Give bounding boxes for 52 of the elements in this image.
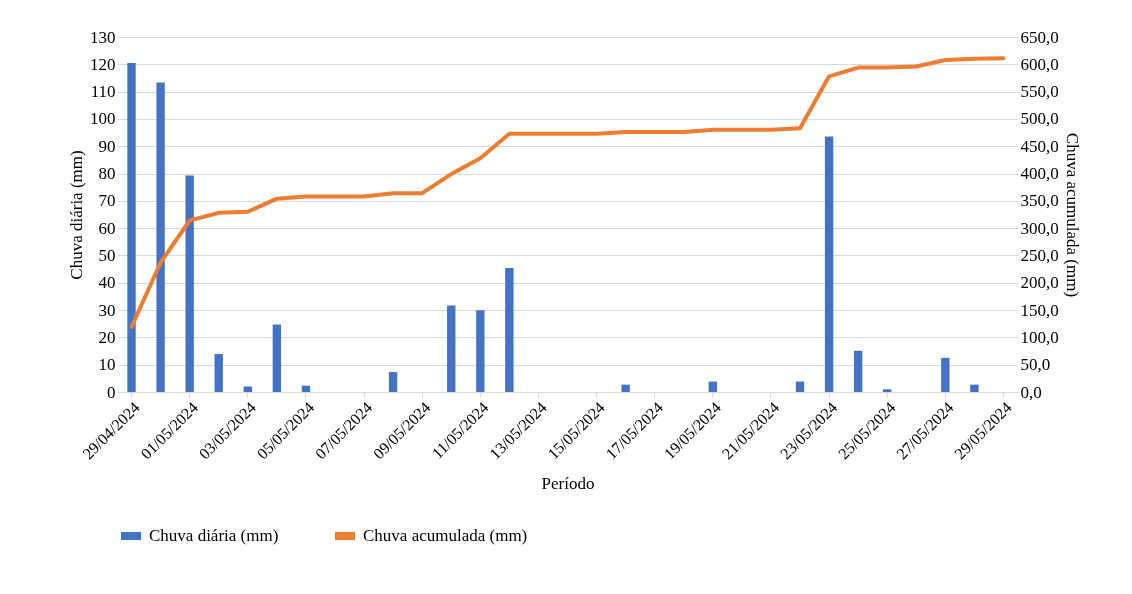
y2-tick-label: 600,0 [1020, 54, 1059, 74]
bar [476, 310, 485, 392]
y2-tick-label: 350,0 [1020, 191, 1059, 211]
legend-label: Chuva diária (mm) [149, 526, 279, 545]
y-tick-label: 70 [98, 191, 116, 211]
bar [883, 389, 892, 392]
line-series [129, 56, 1006, 330]
y2-tick-label: 550,0 [1020, 82, 1059, 102]
y2-tick-label: 150,0 [1020, 300, 1059, 320]
y-tick-label: 10 [98, 355, 116, 375]
y-axis-title: Chuva diária (mm) [67, 150, 86, 280]
y2-tick-label: 50,0 [1020, 355, 1051, 375]
y-tick-label: 110 [90, 82, 116, 102]
bar [708, 381, 718, 392]
y2-tick-label: 0,0 [1020, 382, 1042, 402]
bar [185, 175, 194, 392]
y-tick-label: 30 [98, 300, 116, 320]
y-tick-label: 80 [98, 164, 116, 184]
bar [824, 136, 834, 392]
y-tick-label: 60 [98, 218, 116, 238]
bar [621, 384, 630, 392]
y-tick-label: 0 [107, 382, 116, 402]
bar [853, 350, 863, 392]
y-tick-label: 20 [98, 327, 116, 347]
y2-tick-label: 450,0 [1020, 136, 1059, 156]
y2-tick-label: 300,0 [1020, 218, 1059, 238]
y-tick-label: 130 [90, 27, 116, 47]
bar [388, 372, 398, 392]
y2-tick-label: 250,0 [1020, 245, 1059, 265]
bar [272, 324, 282, 392]
y-tick-label: 100 [90, 109, 116, 129]
y2-tick-label: 200,0 [1020, 273, 1059, 293]
y-tick-label: 50 [98, 245, 116, 265]
x-axis-title: Período [541, 474, 595, 494]
bar [970, 384, 979, 392]
y2-tick-label: 100,0 [1020, 327, 1059, 347]
bar [505, 268, 514, 392]
bar [301, 385, 311, 392]
bar [795, 381, 805, 392]
y-tick-label: 120 [90, 54, 116, 74]
y2-tick-label: 400,0 [1020, 164, 1059, 184]
y-tick-label: 40 [98, 273, 116, 293]
bar [447, 305, 456, 392]
y2-tick-label: 500,0 [1020, 109, 1059, 129]
bar [214, 354, 223, 392]
legend-label: Chuva acumulada (mm) [363, 526, 528, 545]
y2-axis-title: Chuva acumulada (mm) [1062, 132, 1082, 298]
y-tick-label: 90 [98, 136, 116, 156]
bar [156, 82, 165, 392]
y2-tick-label: 650,0 [1020, 27, 1059, 47]
bar [941, 357, 950, 392]
bar [127, 62, 136, 392]
